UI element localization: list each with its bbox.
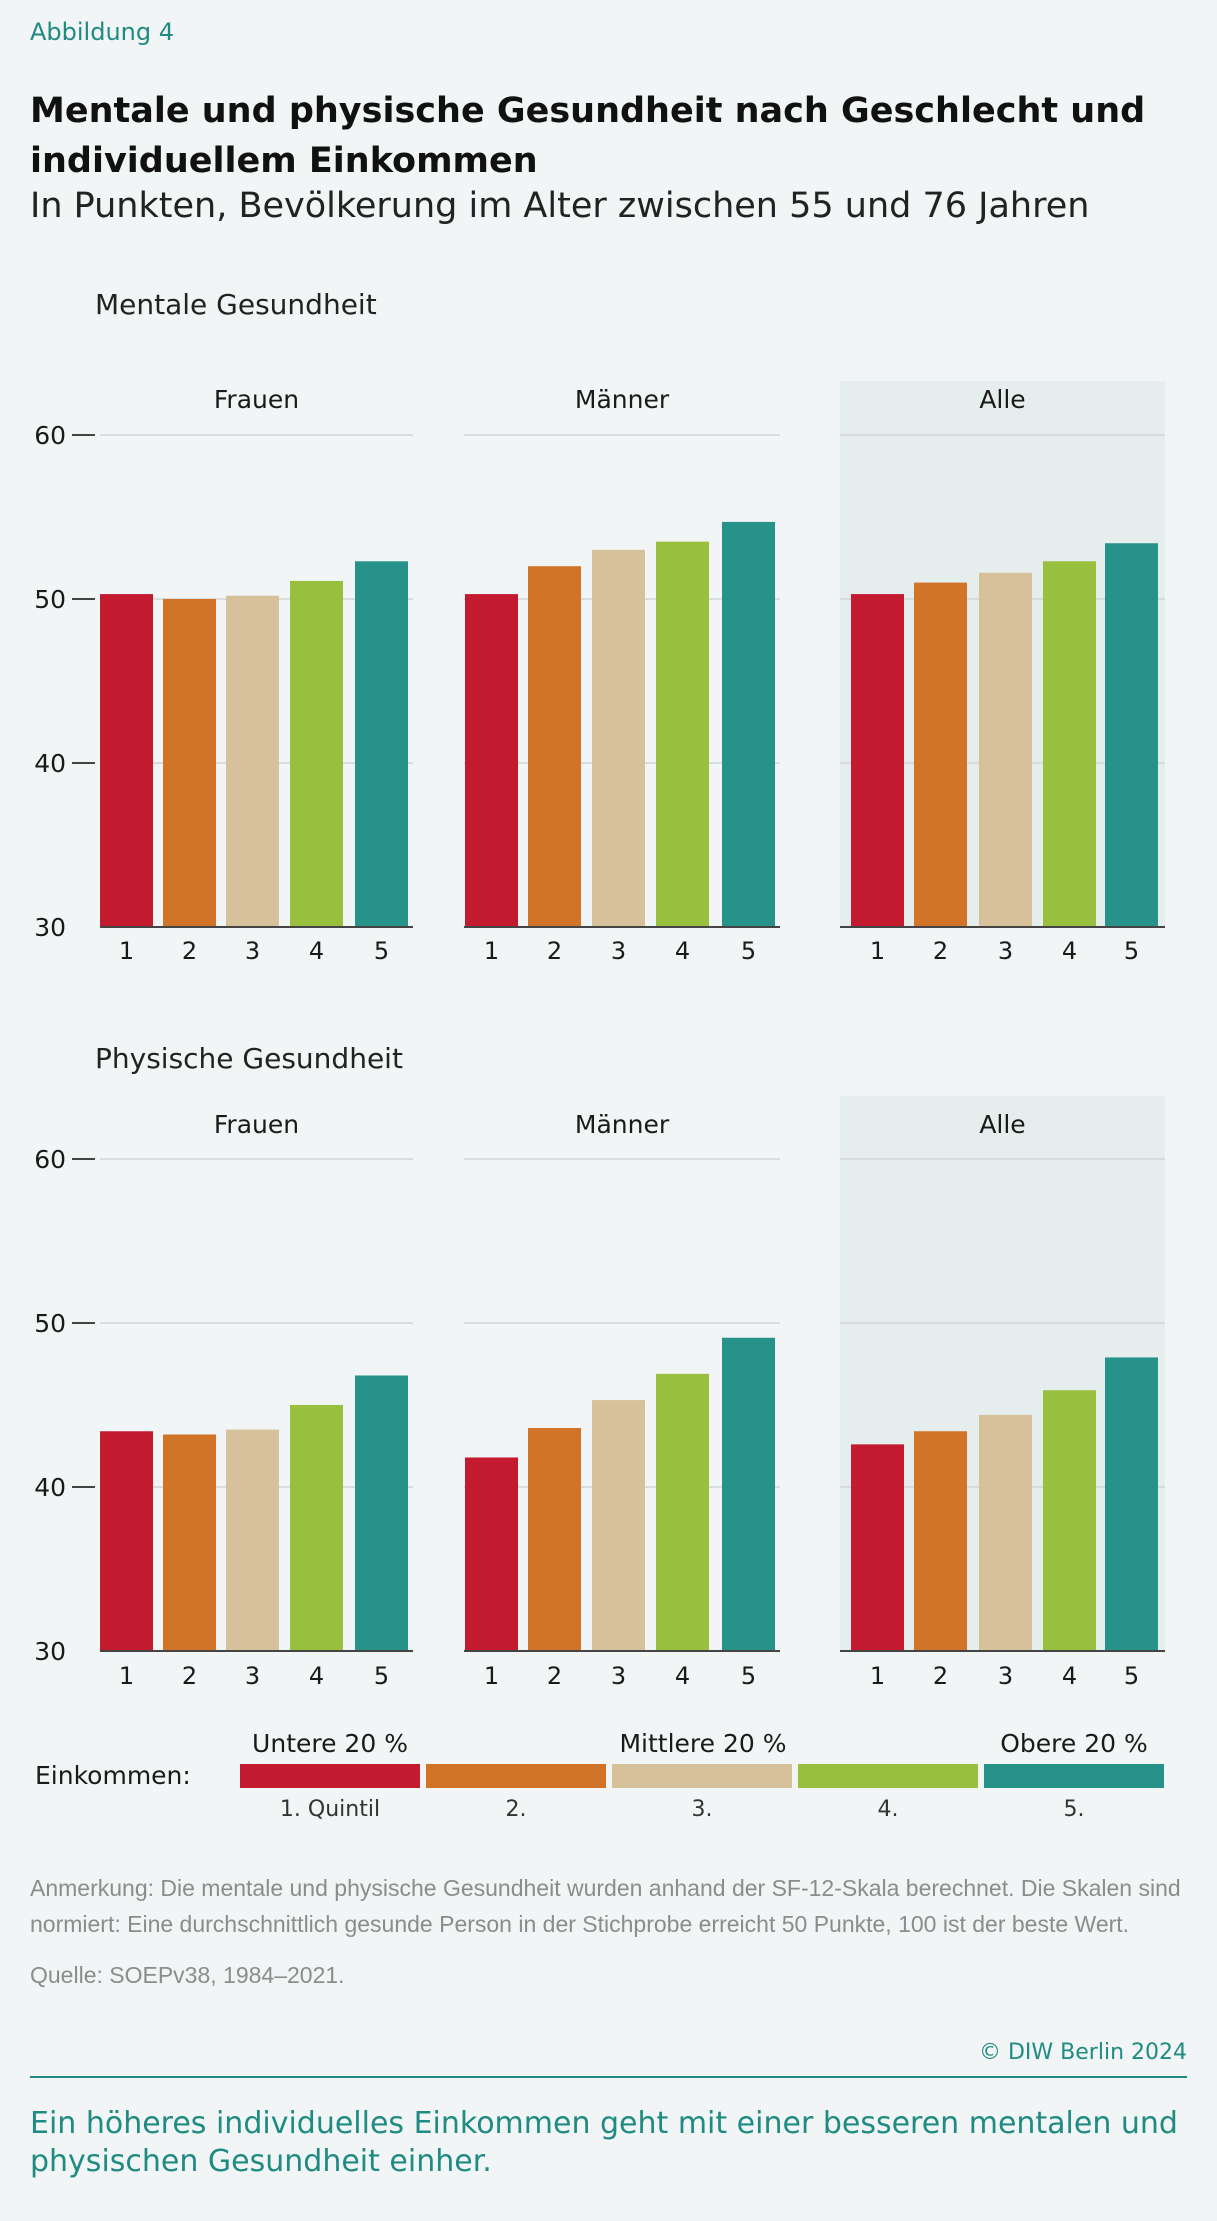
bar — [851, 594, 904, 927]
bar — [1043, 561, 1096, 927]
bar — [465, 594, 518, 927]
x-tick-label: 5 — [1124, 1662, 1139, 1690]
bar — [914, 1431, 967, 1651]
y-tick-label: 40 — [34, 749, 66, 778]
x-tick-label: 4 — [309, 937, 324, 965]
x-tick-label: 2 — [182, 937, 197, 965]
copyright: © DIW Berlin 2024 — [979, 2040, 1187, 2065]
y-tick-label: 50 — [34, 1309, 66, 1338]
bar — [979, 572, 1032, 927]
source-note: Quelle: SOEPv38, 1984–2021. — [30, 1962, 345, 1988]
x-tick-label: 1 — [484, 937, 499, 965]
legend-swatch — [798, 1764, 978, 1788]
legend-swatch — [240, 1764, 420, 1788]
bar — [979, 1414, 1032, 1651]
legend-top-label: Mittlere 20 % — [619, 1729, 786, 1758]
x-tick-label: 3 — [245, 937, 260, 965]
bar — [290, 580, 343, 927]
panel-title: Alle — [979, 1110, 1025, 1139]
bar — [592, 1400, 645, 1651]
legend-item-label: 4. — [878, 1797, 899, 1822]
bar — [1043, 1390, 1096, 1651]
bar — [226, 1429, 279, 1651]
x-tick-label: 5 — [1124, 937, 1139, 965]
bar — [163, 1434, 216, 1651]
bar — [722, 1337, 775, 1651]
chart-section-title: Physische Gesundheit — [95, 1042, 403, 1075]
chart-subtitle: In Punkten, Bevölkerung im Alter zwische… — [30, 186, 1090, 226]
legend-swatch — [612, 1764, 792, 1788]
legend-item-label: 2. — [506, 1797, 527, 1822]
x-tick-label: 3 — [611, 937, 626, 965]
x-tick-label: 3 — [611, 1662, 626, 1690]
y-tick-label: 60 — [34, 421, 66, 450]
panel-title: Männer — [575, 385, 670, 414]
takeaway-text: Ein höheres individuelles Einkommen geht… — [30, 2106, 1178, 2179]
bar — [851, 1444, 904, 1651]
chart-title: Mentale und physische Gesundheit nach Ge… — [30, 91, 1146, 181]
bar — [528, 1427, 581, 1651]
divider — [30, 2076, 1187, 2078]
bar — [914, 582, 967, 927]
legend-item-label: 3. — [692, 1797, 713, 1822]
chart-area: Mentale Gesundheit Frauen 1 2 3 4 5 Männer 1 2 3 4 5… — [34, 288, 1165, 1822]
x-tick-label: 5 — [741, 937, 756, 965]
y-tick-label: 50 — [34, 585, 66, 614]
panel-title: Frauen — [214, 1110, 299, 1139]
bar — [465, 1457, 518, 1651]
y-tick-label: 30 — [34, 1637, 66, 1666]
bar — [722, 521, 775, 927]
panel-title: Alle — [979, 385, 1025, 414]
y-tick-label: 40 — [34, 1473, 66, 1502]
bar — [100, 1431, 153, 1651]
panel-title: Männer — [575, 1110, 670, 1139]
x-tick-label: 5 — [374, 937, 389, 965]
footnote: Anmerkung: Die mentale und physische Ges… — [30, 1875, 1181, 1937]
x-tick-label: 1 — [870, 937, 885, 965]
bar — [355, 561, 408, 927]
bar — [100, 594, 153, 927]
bar — [163, 599, 216, 927]
x-tick-label: 4 — [675, 1662, 690, 1690]
y-tick-label: 30 — [34, 913, 66, 942]
x-tick-label: 3 — [245, 1662, 260, 1690]
bar — [656, 541, 709, 927]
bar — [290, 1405, 343, 1651]
x-tick-label: 2 — [933, 937, 948, 965]
x-tick-label: 4 — [1062, 1662, 1077, 1690]
bar — [656, 1373, 709, 1651]
bar — [1105, 1357, 1158, 1651]
legend-swatch — [984, 1764, 1164, 1788]
bar — [592, 549, 645, 927]
bar — [528, 566, 581, 927]
x-tick-label: 5 — [374, 1662, 389, 1690]
x-tick-label: 1 — [119, 1662, 134, 1690]
legend-label: Einkommen: — [35, 1761, 191, 1790]
bar — [226, 595, 279, 927]
x-tick-label: 1 — [119, 937, 134, 965]
x-tick-label: 1 — [870, 1662, 885, 1690]
x-tick-label: 2 — [933, 1662, 948, 1690]
legend-swatch — [426, 1764, 606, 1788]
x-tick-label: 5 — [741, 1662, 756, 1690]
x-tick-label: 1 — [484, 1662, 499, 1690]
x-tick-label: 4 — [309, 1662, 324, 1690]
panel-title: Frauen — [214, 385, 299, 414]
bar — [1105, 543, 1158, 927]
x-tick-label: 2 — [182, 1662, 197, 1690]
x-tick-label: 3 — [998, 1662, 1013, 1690]
bar — [355, 1375, 408, 1651]
x-tick-label: 4 — [1062, 937, 1077, 965]
legend-item-label: 1. Quintil — [280, 1797, 380, 1822]
x-tick-label: 2 — [547, 937, 562, 965]
legend-top-label: Untere 20 % — [252, 1729, 408, 1758]
figure-label: Abbildung 4 — [30, 18, 175, 46]
x-tick-label: 2 — [547, 1662, 562, 1690]
y-tick-label: 60 — [34, 1145, 66, 1174]
legend-item-label: 5. — [1064, 1797, 1085, 1822]
legend-top-label: Obere 20 % — [1000, 1729, 1148, 1758]
x-tick-label: 3 — [998, 937, 1013, 965]
x-tick-label: 4 — [675, 937, 690, 965]
chart-section-title: Mentale Gesundheit — [95, 288, 377, 321]
